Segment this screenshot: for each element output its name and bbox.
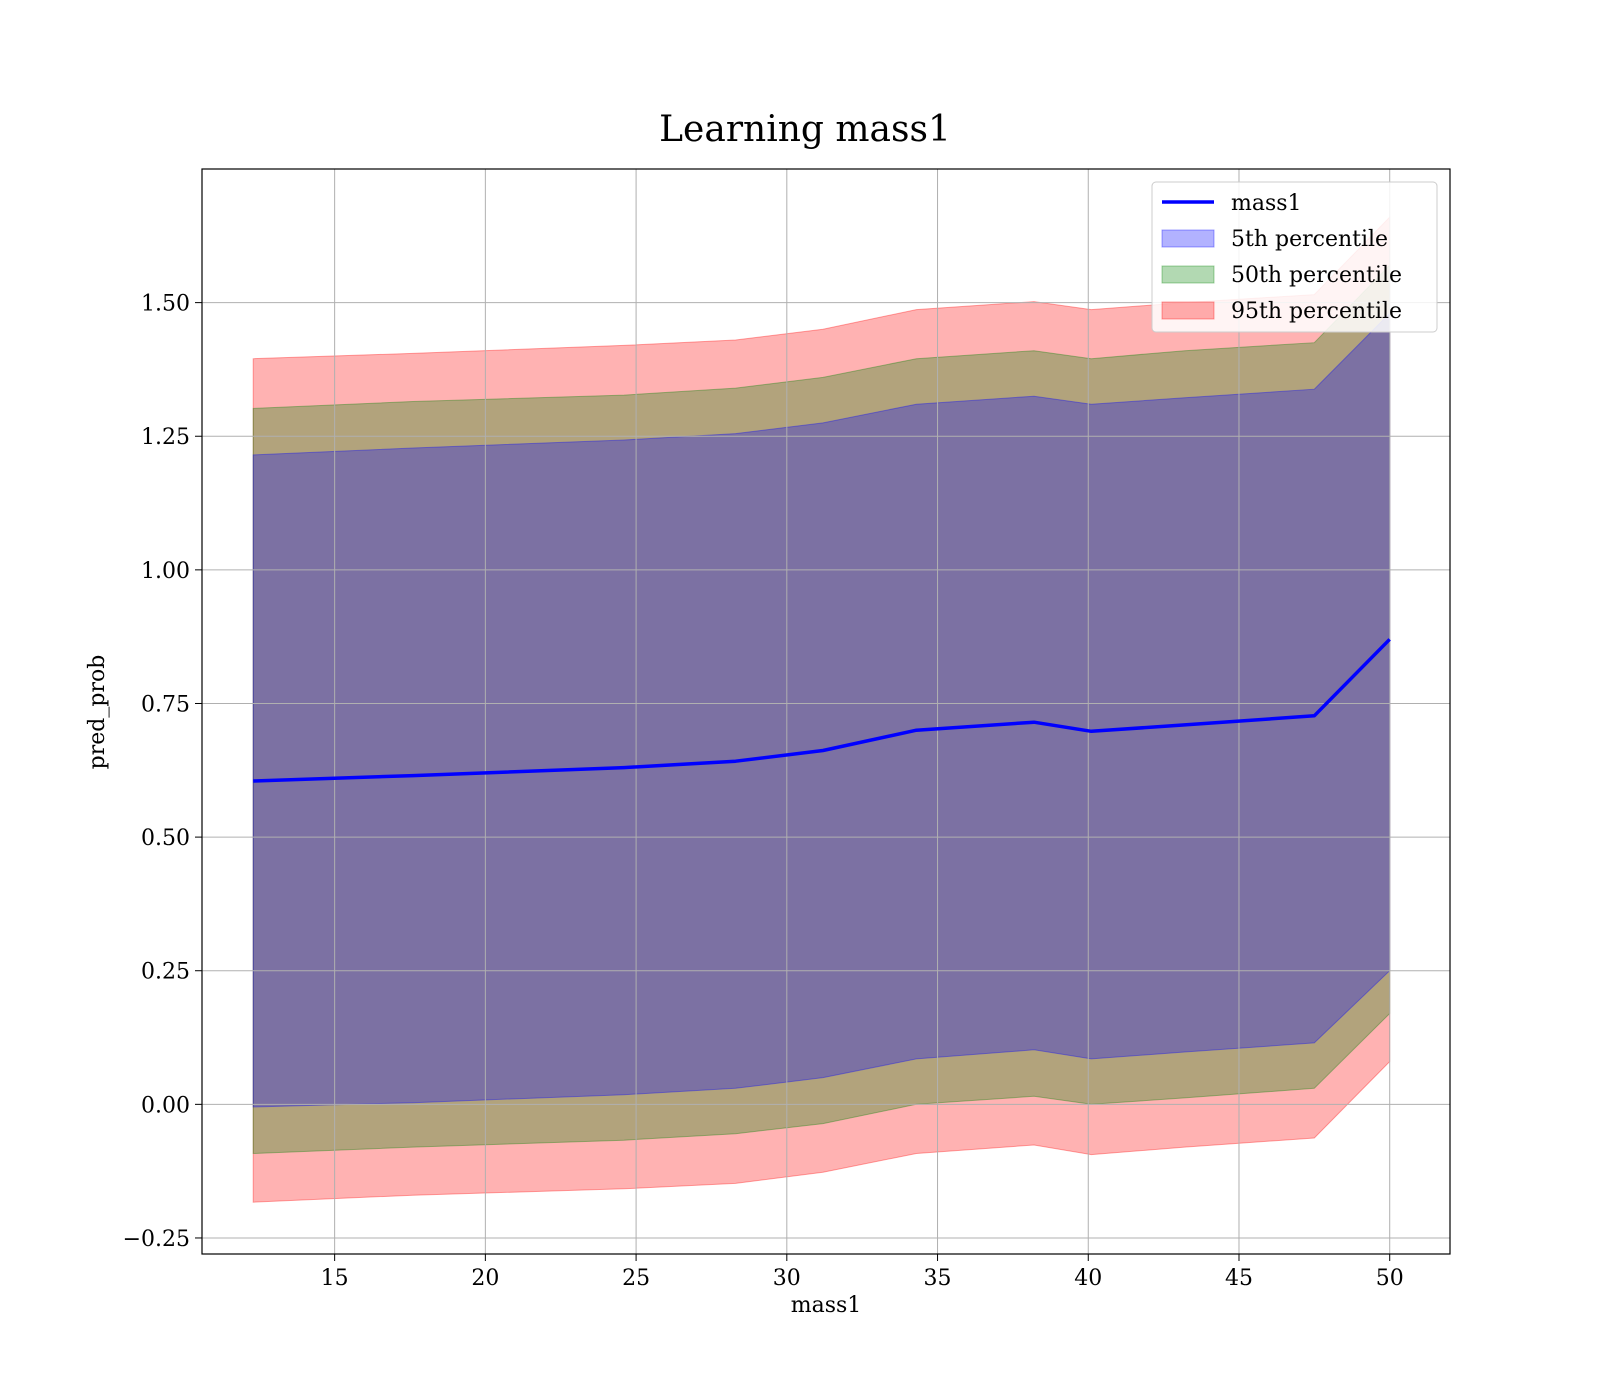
y-tick-label: 0.25 (141, 960, 190, 985)
legend-label-5th-percentile: 5th percentile (1231, 227, 1388, 252)
y-tick-label: 0.50 (141, 826, 190, 851)
grid-layer (202, 169, 1450, 1254)
x-tick-label: 50 (1376, 1266, 1404, 1291)
legend-label-mass1: mass1 (1231, 191, 1302, 216)
y-tick-label: −0.25 (123, 1227, 190, 1252)
legend-swatch-5th-percentile (1161, 229, 1215, 248)
x-tick-label: 35 (924, 1266, 952, 1291)
y-tick-label: 1.00 (141, 559, 190, 584)
legend-label-50th-percentile: 50th percentile (1231, 263, 1402, 288)
y-tick-label: 0.00 (141, 1093, 190, 1118)
x-tick-label: 45 (1225, 1266, 1253, 1291)
line-layer (253, 638, 1391, 783)
y-tick-label: 1.50 (141, 292, 190, 317)
y-tick-label: 0.75 (141, 692, 190, 717)
series-line-mass1 (253, 638, 1391, 783)
x-tick-label: 25 (622, 1266, 650, 1291)
y-tick-label: 1.25 (141, 425, 190, 450)
x-tick-label: 15 (321, 1266, 349, 1291)
chart-title: Learning mass1 (659, 109, 951, 150)
legend: mass1 5th percentile 50th percentile 95th p… (1151, 181, 1438, 333)
x-tick-label: 30 (773, 1266, 801, 1291)
x-axis: 15 20 25 30 35 40 45 50 (321, 1254, 1404, 1291)
bands-layer (252, 215, 1391, 1203)
legend-label-95th-percentile: 95th percentile (1231, 299, 1402, 324)
x-axis-label: mass1 (791, 1293, 862, 1318)
x-tick-label: 40 (1074, 1266, 1102, 1291)
y-axis: −0.25 0.00 0.25 0.50 0.75 1.00 1.25 1.50 (123, 292, 202, 1252)
y-axis-label: pred_prob (85, 655, 110, 770)
plot-area (201, 168, 1451, 1255)
legend-swatch-95th-percentile (1161, 301, 1215, 320)
legend-swatch-50th-percentile (1161, 265, 1215, 284)
x-tick-label: 20 (471, 1266, 499, 1291)
legend-box (1151, 181, 1438, 333)
plot-frame (201, 168, 1451, 1255)
